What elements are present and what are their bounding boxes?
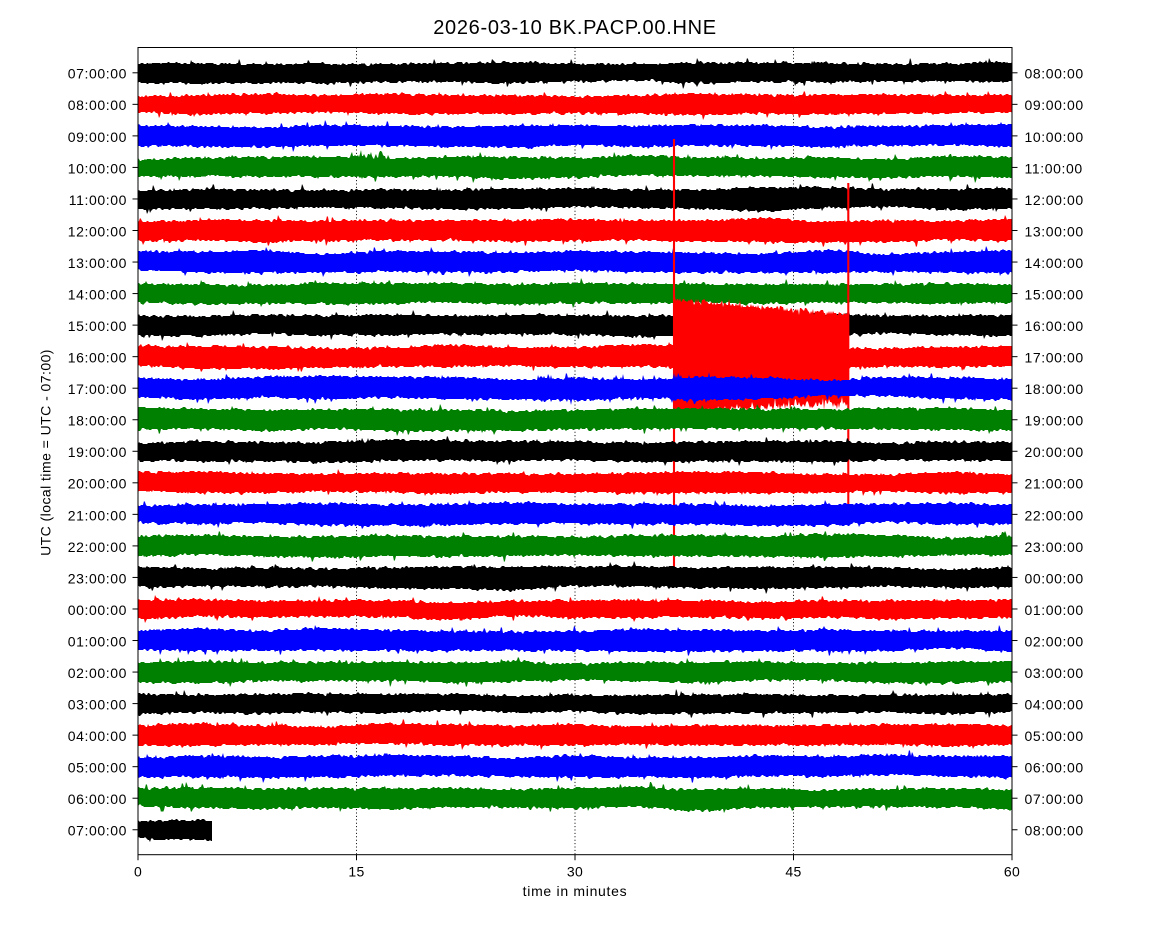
svg-text:45: 45	[785, 864, 801, 880]
svg-text:2026-03-10 BK.PACP.00.HNE: 2026-03-10 BK.PACP.00.HNE	[433, 17, 717, 39]
svg-text:09:00:00: 09:00:00	[1025, 97, 1084, 113]
svg-text:30: 30	[567, 864, 583, 880]
svg-text:23:00:00: 23:00:00	[68, 570, 127, 586]
svg-text:15: 15	[348, 864, 364, 880]
svg-text:14:00:00: 14:00:00	[1025, 255, 1084, 271]
svg-text:08:00:00: 08:00:00	[68, 97, 127, 113]
svg-text:13:00:00: 13:00:00	[68, 255, 127, 271]
svg-text:19:00:00: 19:00:00	[1025, 413, 1084, 429]
svg-text:05:00:00: 05:00:00	[68, 760, 127, 776]
svg-text:11:00:00: 11:00:00	[69, 192, 127, 208]
svg-text:20:00:00: 20:00:00	[68, 476, 127, 492]
svg-text:03:00:00: 03:00:00	[68, 697, 127, 713]
svg-text:02:00:00: 02:00:00	[1025, 633, 1084, 649]
svg-text:06:00:00: 06:00:00	[1025, 760, 1084, 776]
svg-text:23:00:00: 23:00:00	[1025, 539, 1084, 555]
svg-text:10:00:00: 10:00:00	[1025, 129, 1084, 145]
svg-text:08:00:00: 08:00:00	[1025, 66, 1084, 82]
svg-text:11:00:00: 11:00:00	[1025, 160, 1083, 176]
svg-text:05:00:00: 05:00:00	[1025, 728, 1084, 744]
svg-text:14:00:00: 14:00:00	[68, 287, 127, 303]
svg-text:07:00:00: 07:00:00	[68, 823, 127, 839]
svg-text:20:00:00: 20:00:00	[1025, 444, 1084, 460]
svg-text:07:00:00: 07:00:00	[1025, 791, 1084, 807]
svg-text:0: 0	[134, 864, 142, 880]
svg-text:16:00:00: 16:00:00	[68, 350, 127, 366]
svg-text:21:00:00: 21:00:00	[68, 507, 127, 523]
svg-text:13:00:00: 13:00:00	[1025, 223, 1084, 239]
svg-text:01:00:00: 01:00:00	[68, 633, 127, 649]
svg-text:06:00:00: 06:00:00	[68, 791, 127, 807]
svg-text:17:00:00: 17:00:00	[68, 381, 127, 397]
svg-text:22:00:00: 22:00:00	[1025, 507, 1084, 523]
svg-text:18:00:00: 18:00:00	[1025, 381, 1084, 397]
svg-text:60: 60	[1004, 864, 1020, 880]
svg-text:00:00:00: 00:00:00	[68, 602, 127, 618]
svg-text:04:00:00: 04:00:00	[68, 728, 127, 744]
svg-text:12:00:00: 12:00:00	[68, 223, 127, 239]
svg-text:03:00:00: 03:00:00	[1025, 665, 1084, 681]
svg-text:00:00:00: 00:00:00	[1025, 570, 1084, 586]
svg-text:21:00:00: 21:00:00	[1025, 476, 1084, 492]
svg-text:16:00:00: 16:00:00	[1025, 318, 1084, 334]
svg-text:17:00:00: 17:00:00	[1025, 350, 1084, 366]
svg-text:12:00:00: 12:00:00	[1025, 192, 1084, 208]
svg-text:22:00:00: 22:00:00	[68, 539, 127, 555]
svg-text:19:00:00: 19:00:00	[68, 444, 127, 460]
svg-text:02:00:00: 02:00:00	[68, 665, 127, 681]
svg-text:09:00:00: 09:00:00	[68, 129, 127, 145]
svg-text:15:00:00: 15:00:00	[1025, 287, 1084, 303]
svg-text:18:00:00: 18:00:00	[68, 413, 127, 429]
svg-text:time in minutes: time in minutes	[523, 883, 628, 899]
svg-text:08:00:00: 08:00:00	[1025, 823, 1084, 839]
svg-text:15:00:00: 15:00:00	[68, 318, 127, 334]
svg-text:01:00:00: 01:00:00	[1025, 602, 1084, 618]
svg-text:04:00:00: 04:00:00	[1025, 697, 1084, 713]
svg-text:07:00:00: 07:00:00	[68, 66, 127, 82]
svg-text:10:00:00: 10:00:00	[68, 160, 127, 176]
svg-text:UTC (local time = UTC - 07:00): UTC (local time = UTC - 07:00)	[38, 349, 54, 556]
